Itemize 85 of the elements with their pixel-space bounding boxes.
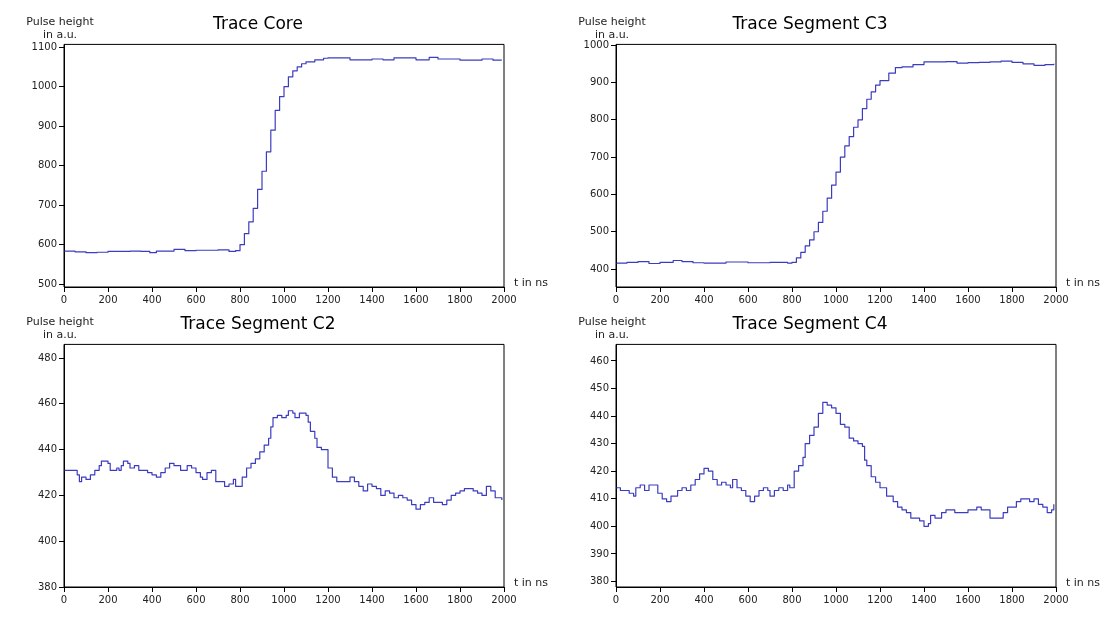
y-tick-label: 400 <box>589 262 609 274</box>
x-tick-label: 1800 <box>999 293 1025 305</box>
y-tick-label: 380 <box>589 575 609 587</box>
x-tick-label: 800 <box>782 593 802 605</box>
x-tick-label: 1200 <box>315 593 341 605</box>
x-tick-label: 0 <box>612 293 620 305</box>
y-tick-label: 460 <box>37 397 57 409</box>
y-tick-label: 600 <box>37 238 57 250</box>
x-tick-label: 200 <box>650 593 670 605</box>
y-tick-label: 700 <box>37 198 57 210</box>
x-tick-label: 1000 <box>823 593 849 605</box>
y-tick-label: 390 <box>589 547 609 559</box>
y-tick-label: 800 <box>37 159 57 171</box>
y-tick-label: 1100 <box>31 40 57 52</box>
x-tick-label: 1000 <box>823 293 849 305</box>
x-tick-label: 800 <box>230 293 250 305</box>
y-tick-label: 900 <box>37 119 57 131</box>
y-tick-label: 460 <box>589 354 609 366</box>
x-tick-label: 200 <box>650 293 670 305</box>
y-tick-label: 500 <box>589 225 609 237</box>
x-axis-title: t in ns <box>514 575 549 589</box>
x-tick-label: 1800 <box>999 593 1025 605</box>
x-tick-label: 200 <box>98 293 118 305</box>
y-tick-label: 400 <box>589 519 609 531</box>
x-tick-label: 1600 <box>955 293 981 305</box>
x-tick-label: 0 <box>612 593 620 605</box>
y-tick-label: 600 <box>589 188 609 200</box>
y-axis-title: Pulse height in a.u. <box>26 14 95 41</box>
x-tick-label: 600 <box>738 593 758 605</box>
y-tick-label: 1000 <box>31 80 57 92</box>
x-tick-label: 1400 <box>911 293 937 305</box>
y-tick-label: 480 <box>37 351 57 363</box>
y-tick-label: 410 <box>589 492 609 504</box>
x-tick-label: 1200 <box>867 293 893 305</box>
x-tick-label: 1600 <box>403 293 429 305</box>
x-tick-label: 400 <box>142 293 162 305</box>
x-tick-label: 600 <box>186 593 206 605</box>
y-tick-label: 1000 <box>583 38 609 50</box>
y-tick-label: 420 <box>37 489 57 501</box>
x-axis-title: t in ns <box>1066 275 1101 289</box>
y-tick-label: 400 <box>37 534 57 546</box>
x-tick-label: 800 <box>230 593 250 605</box>
x-tick-label: 1200 <box>315 293 341 305</box>
x-tick-label: 1600 <box>955 593 981 605</box>
x-tick-label: 200 <box>98 593 118 605</box>
chart-title: Trace Core <box>212 12 303 33</box>
y-tick-label: 440 <box>37 443 57 455</box>
y-axis-title: Pulse height in a.u. <box>26 314 95 341</box>
x-tick-label: 0 <box>60 593 68 605</box>
y-tick-label: 500 <box>37 277 57 289</box>
x-axis-title: t in ns <box>1066 575 1101 589</box>
y-tick-label: 440 <box>589 409 609 421</box>
x-tick-label: 2000 <box>1043 293 1069 305</box>
x-tick-label: 1800 <box>447 293 473 305</box>
x-axis-title: t in ns <box>514 275 549 289</box>
x-tick-label: 2000 <box>491 593 517 605</box>
y-axis-title: Pulse height in a.u. <box>578 314 647 341</box>
x-tick-label: 400 <box>694 593 714 605</box>
x-tick-label: 1400 <box>911 593 937 605</box>
x-tick-label: 800 <box>782 293 802 305</box>
x-tick-label: 2000 <box>1043 593 1069 605</box>
x-tick-label: 400 <box>694 293 714 305</box>
x-tick-label: 600 <box>738 293 758 305</box>
y-tick-label: 800 <box>589 113 609 125</box>
x-tick-label: 600 <box>186 293 206 305</box>
y-tick-label: 380 <box>37 580 57 592</box>
x-tick-label: 400 <box>142 593 162 605</box>
y-tick-label: 900 <box>589 76 609 88</box>
y-tick-label: 430 <box>589 437 609 449</box>
x-tick-label: 1200 <box>867 593 893 605</box>
x-tick-label: 1000 <box>271 293 297 305</box>
x-tick-label: 2000 <box>491 293 517 305</box>
y-axis-title: Pulse height in a.u. <box>578 14 647 41</box>
y-tick-label: 420 <box>589 464 609 476</box>
x-tick-label: 1600 <box>403 593 429 605</box>
y-tick-label: 700 <box>589 150 609 162</box>
x-tick-label: 1800 <box>447 593 473 605</box>
chart-title: Trace Segment C2 <box>179 312 336 333</box>
chart-title: Trace Segment C4 <box>731 312 888 333</box>
x-tick-label: 1400 <box>359 593 385 605</box>
chart-title: Trace Segment C3 <box>731 12 888 33</box>
y-tick-label: 450 <box>589 382 609 394</box>
x-tick-label: 0 <box>60 293 68 305</box>
x-tick-label: 1000 <box>271 593 297 605</box>
x-tick-label: 1400 <box>359 293 385 305</box>
